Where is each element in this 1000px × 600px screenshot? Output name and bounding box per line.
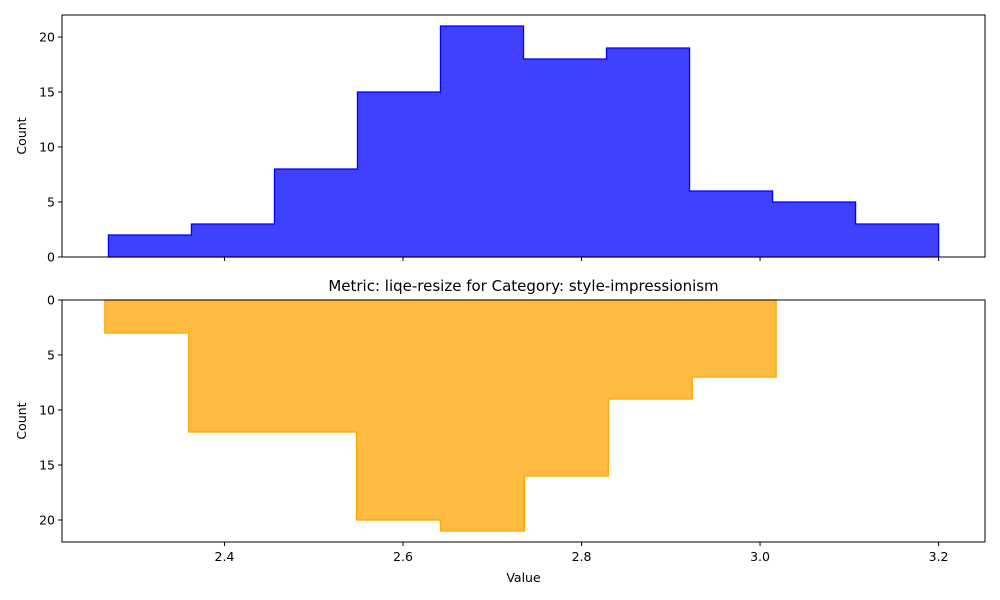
histogram-bin-1 — [191, 224, 274, 257]
y-tick-label: 15 — [39, 85, 55, 100]
histogram-bin-4 — [440, 26, 523, 257]
bottom-histogram-panel: 0 5 10 15 20 2.4 2.6 2.8 3.0 3.2 Count Value Metric:… — [14, 277, 986, 585]
histogram-bars — [107, 25, 940, 258]
histogram-bin-1 — [189, 300, 273, 432]
histogram-bin-4 — [440, 300, 524, 531]
histogram-bin-3 — [357, 92, 440, 257]
histogram-bin-6 — [607, 48, 690, 257]
histogram-bin-5 — [524, 300, 608, 476]
y-axis-label: Count — [14, 117, 29, 154]
y-axis-label: Count — [14, 402, 29, 439]
histogram-bin-2 — [273, 300, 357, 432]
axes-frame — [61, 14, 986, 258]
x-tick-label: 2.4 — [215, 549, 235, 564]
histogram-bin-8 — [773, 202, 856, 257]
histogram-bin-2 — [274, 169, 357, 257]
x-tick-label: 2.6 — [393, 549, 413, 564]
axes-frame — [61, 299, 986, 543]
y-tick-label: 0 — [47, 250, 55, 265]
x-tick-label: 3.0 — [750, 549, 770, 564]
top-histogram-panel: 0 5 10 15 20 Count — [14, 14, 986, 265]
y-tick-label: 10 — [39, 403, 55, 418]
y-tick-label: 20 — [39, 30, 55, 45]
x-tick-label: 3.2 — [929, 549, 949, 564]
histogram-bin-0 — [105, 300, 189, 333]
y-tick-label: 10 — [39, 140, 55, 155]
histogram-bin-9 — [856, 224, 939, 257]
histogram-bin-3 — [357, 300, 441, 520]
y-tick-label: 0 — [47, 293, 55, 308]
chart-title: Metric: liqe-resize for Category: style-… — [328, 277, 718, 295]
histogram-bin-5 — [524, 59, 607, 257]
y-tick-label: 5 — [47, 195, 55, 210]
x-tick-label: 2.8 — [572, 549, 592, 564]
histogram-bin-6 — [608, 300, 692, 399]
histogram-bin-7 — [690, 191, 773, 257]
histogram-bin-0 — [108, 235, 191, 257]
histogram-bars — [104, 299, 777, 532]
y-tick-label: 20 — [39, 513, 55, 528]
y-tick-label: 15 — [39, 458, 55, 473]
histogram-bin-7 — [692, 300, 776, 377]
y-tick-label: 5 — [47, 348, 55, 363]
x-axis-label: Value — [506, 570, 541, 585]
